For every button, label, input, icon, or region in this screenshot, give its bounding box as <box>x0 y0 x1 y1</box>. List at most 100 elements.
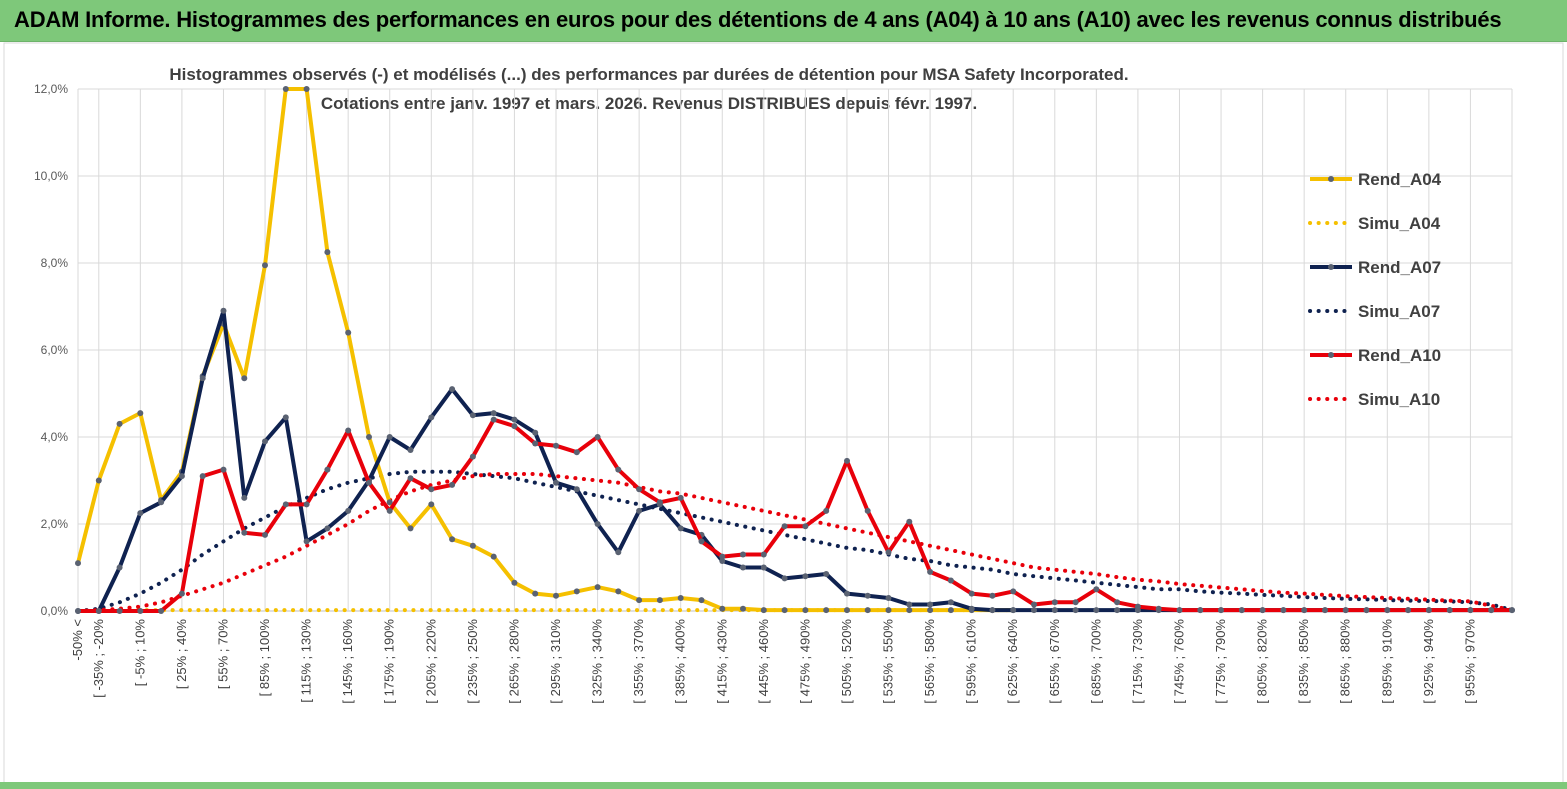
data-point <box>989 607 996 614</box>
data-point <box>386 499 393 506</box>
x-tick-label: [ 175% ; 190% <box>382 619 397 704</box>
legend-item-rend-a07: Rend_A07 <box>1310 258 1441 277</box>
data-point <box>366 434 372 440</box>
chart-legend: Rend_A04 Simu_A04 Rend_A07 Simu_A07 Rend_A10… <box>1308 170 1442 409</box>
data-point <box>407 475 414 482</box>
legend-marker <box>1328 176 1334 182</box>
x-tick-label: [ 895% ; 910% <box>1379 619 1394 704</box>
data-point <box>740 605 746 612</box>
data-point <box>1238 607 1245 614</box>
data-point <box>719 558 726 564</box>
data-point <box>1363 607 1370 614</box>
x-tick-label: [ -35% ; -20% <box>91 619 106 698</box>
x-tick-label: [ -5% ; 10% <box>132 619 147 687</box>
data-point <box>95 608 102 614</box>
data-point <box>760 551 767 558</box>
data-point <box>594 584 601 591</box>
data-point <box>947 599 954 606</box>
data-point <box>95 477 102 484</box>
data-point <box>906 601 913 608</box>
data-point <box>449 481 456 488</box>
data-point <box>844 590 850 597</box>
data-point <box>303 538 310 545</box>
x-tick-label: [ 385% ; 400% <box>673 619 688 704</box>
data-point <box>511 423 518 430</box>
data-point <box>864 507 871 514</box>
data-point <box>823 507 830 514</box>
data-point <box>469 542 476 549</box>
data-point <box>1259 607 1266 614</box>
series-line <box>78 417 1512 613</box>
x-tick-label: [ 955% ; 970% <box>1462 619 1477 704</box>
data-point <box>823 571 830 577</box>
data-point <box>968 590 975 597</box>
x-tick-label: [ 835% ; 850% <box>1296 619 1311 704</box>
plot-series <box>75 86 1515 614</box>
legend-item-simu-a10: Simu_A10 <box>1308 390 1440 409</box>
x-tick-label: [ 745% ; 760% <box>1171 619 1186 704</box>
data-point <box>823 607 830 614</box>
x-tick-label: [ 235% ; 250% <box>465 619 480 704</box>
x-tick-label: [ 805% ; 820% <box>1255 619 1270 704</box>
x-tick-label: [ 445% ; 460% <box>756 619 771 704</box>
data-point <box>802 573 809 580</box>
data-point <box>1425 607 1432 614</box>
data-point <box>844 607 850 614</box>
data-point <box>366 479 372 486</box>
chart-title-line-2: Cotations entre janv. 1997 et mars. 2026… <box>321 94 977 113</box>
data-point <box>116 608 123 614</box>
y-tick-label: 12,0% <box>34 82 68 96</box>
data-point <box>1010 588 1017 595</box>
legend-label: Rend_A07 <box>1358 258 1441 277</box>
x-tick-label: [ 925% ; 940% <box>1421 619 1436 704</box>
data-point <box>282 414 289 421</box>
data-point <box>137 510 144 517</box>
data-point <box>740 551 746 558</box>
x-axis: -50% < [ -35% ; -20% [ -5% ; 10% [ 25% ; 40… <box>70 619 1477 704</box>
data-point <box>636 597 643 604</box>
chart-title-line-1: Histogrammes observés (-) et modélisés (… <box>169 65 1128 84</box>
x-tick-label: [ 715% ; 730% <box>1130 619 1145 704</box>
data-point <box>490 416 497 423</box>
x-tick-label: [ 685% ; 700% <box>1088 619 1103 704</box>
data-point <box>927 568 934 575</box>
data-point <box>116 564 123 571</box>
data-point <box>490 553 497 560</box>
y-tick-label: 2,0% <box>41 517 69 531</box>
data-point <box>1114 607 1121 614</box>
data-point <box>75 608 81 614</box>
data-point <box>1031 607 1037 614</box>
series-line <box>76 472 1514 613</box>
data-point <box>241 375 248 382</box>
data-point <box>1051 599 1058 606</box>
legend-label: Rend_A10 <box>1358 346 1441 365</box>
data-point <box>719 605 726 612</box>
data-point <box>553 479 559 486</box>
data-point <box>1280 607 1287 614</box>
series-line <box>76 608 1016 613</box>
data-point <box>1093 607 1100 614</box>
data-point <box>532 590 539 597</box>
data-point <box>760 564 767 571</box>
data-point <box>636 507 643 514</box>
data-point <box>449 386 456 393</box>
banner-title: ADAM Informe. Histogrammes des performan… <box>14 7 1502 32</box>
data-point <box>178 473 185 480</box>
data-point <box>116 420 123 427</box>
data-point <box>906 607 913 614</box>
series-rend-a10 <box>75 416 1515 614</box>
x-tick-label: [ 55% ; 70% <box>215 619 230 690</box>
x-tick-label: [ 265% ; 280% <box>506 619 521 704</box>
data-point <box>241 529 248 536</box>
data-point <box>303 501 310 508</box>
data-point <box>947 607 954 614</box>
data-point <box>511 579 518 586</box>
data-point <box>573 588 580 595</box>
x-tick-label: [ 85% ; 100% <box>257 619 272 697</box>
x-tick-label: [ 505% ; 520% <box>839 619 854 704</box>
data-point <box>636 486 643 493</box>
x-tick-label: [ 115% ; 130% <box>299 619 314 703</box>
data-point <box>989 592 996 599</box>
x-tick-label: [ 475% ; 490% <box>797 619 812 704</box>
data-point <box>719 553 726 560</box>
